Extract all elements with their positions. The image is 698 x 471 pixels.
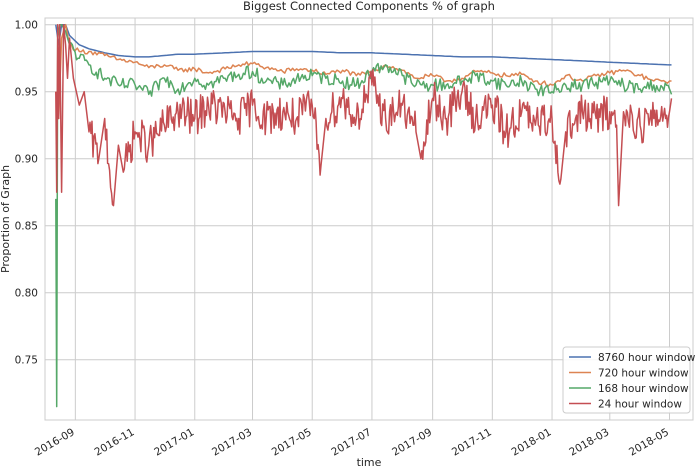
x-tick-label: 2017-05: [270, 426, 314, 458]
legend-box: [562, 346, 691, 414]
series-line-24-hour: [55, 23, 673, 207]
x-tick-label: 2017-09: [390, 426, 434, 458]
x-tick-label: 2018-03: [567, 426, 611, 458]
chart-title: Biggest Connected Components % of graph: [243, 0, 495, 13]
y-axis: 0.75 0.80 0.85 0.90 0.95 1.00: [15, 20, 38, 367]
y-tick-label: 0.80: [15, 288, 38, 300]
legend-label: 168 hour window: [598, 383, 689, 395]
x-tick-label: 2017-01: [152, 426, 196, 458]
y-tick-label: 0.90: [15, 154, 38, 166]
series-line-8760-hour: [55, 23, 672, 66]
y-tick-label: 0.85: [15, 221, 38, 233]
y-tick-label: 0.95: [15, 87, 38, 99]
y-axis-label: Proportion of Graph: [0, 165, 12, 273]
legend-label: 720 hour window: [598, 368, 689, 380]
x-tick-label: 2018-01: [510, 426, 554, 458]
x-tick-label: 2017-03: [210, 426, 254, 458]
legend-label: 8760 hour window: [598, 352, 696, 364]
x-tick-label: 2017-11: [450, 426, 494, 458]
y-tick-label: 1.00: [15, 20, 38, 32]
legend: 8760 hour window 720 hour window 168 hour …: [562, 346, 696, 414]
x-tick-label: 2016-11: [93, 426, 137, 458]
legend-label: 24 hour window: [598, 399, 682, 411]
x-tick-label: 2017-07: [329, 426, 373, 458]
x-tick-label: 2018-05: [627, 426, 671, 458]
series-line-168-hour: [55, 23, 673, 408]
x-axis-label: time: [357, 456, 382, 469]
series-lines: [55, 23, 673, 408]
y-tick-label: 0.75: [15, 355, 38, 367]
x-tick-label: 2016-09: [33, 426, 77, 458]
x-axis: 2016-09 2016-11 2017-01 2017-03 2017-05 2017-…: [33, 426, 671, 458]
series-line-720-hour: [55, 23, 672, 120]
